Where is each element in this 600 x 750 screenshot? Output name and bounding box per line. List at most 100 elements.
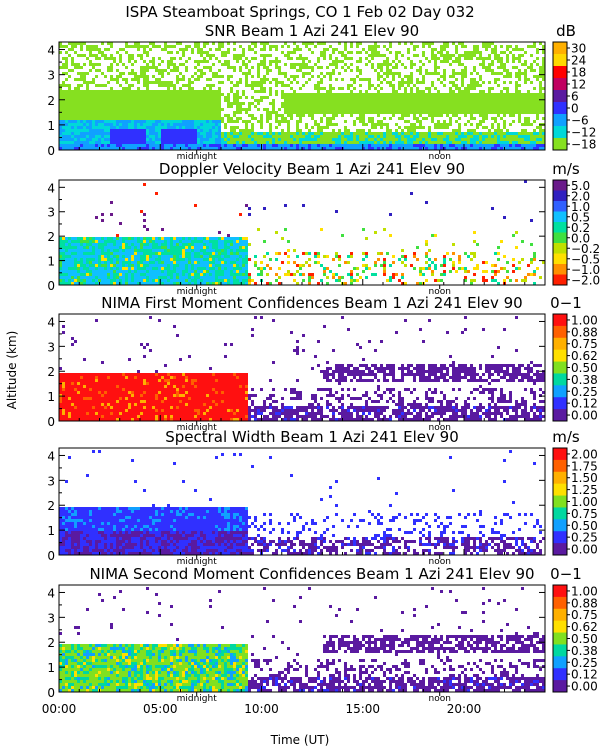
heatmap-cell [521, 108, 524, 111]
heatmap-cell [257, 63, 260, 66]
heatmap-cell [182, 261, 185, 264]
heatmap-cell [494, 117, 497, 120]
heatmap-cell [365, 57, 368, 60]
heatmap-cell [59, 273, 62, 276]
heatmap-cell [161, 81, 164, 84]
heatmap-cell [173, 108, 176, 111]
heatmap-cell [77, 264, 80, 267]
heatmap-cell [275, 78, 278, 81]
heatmap-cell [128, 87, 131, 90]
heatmap-cell [131, 78, 134, 81]
heatmap-cell [68, 90, 71, 93]
heatmap-cell [134, 102, 137, 105]
heatmap-cell [176, 258, 179, 261]
heatmap-cell [407, 129, 410, 132]
heatmap-cell [236, 267, 239, 270]
heatmap-cell [323, 126, 326, 129]
heatmap-cell [80, 42, 83, 45]
heatmap-cell [470, 123, 473, 126]
heatmap-cell [131, 282, 134, 285]
heatmap-cell [371, 132, 374, 135]
heatmap-cell [302, 114, 305, 117]
heatmap-cell [332, 102, 335, 105]
heatmap-cell [104, 48, 107, 51]
heatmap-cell [254, 147, 257, 150]
heatmap-cell [119, 60, 122, 63]
heatmap-cell [305, 93, 308, 96]
heatmap-cell [263, 57, 266, 60]
heatmap-cell [371, 51, 374, 54]
heatmap-cell [467, 147, 470, 150]
heatmap-cell [221, 141, 224, 144]
heatmap-cell [371, 84, 374, 87]
heatmap-cell [239, 141, 242, 144]
heatmap-cell [122, 138, 125, 141]
heatmap-cell [188, 282, 191, 285]
heatmap-cell [158, 273, 161, 276]
heatmap-cell [257, 120, 260, 123]
heatmap-cell [419, 66, 422, 69]
heatmap-cell [89, 141, 92, 144]
heatmap-cell [113, 249, 116, 252]
heatmap-cell [119, 102, 122, 105]
heatmap-cell [329, 105, 332, 108]
heatmap-cell [506, 102, 509, 105]
heatmap-cell [233, 69, 236, 72]
heatmap-cell [113, 270, 116, 273]
heatmap-cell [152, 147, 155, 150]
heatmap-cell [317, 93, 320, 96]
heatmap-cell [212, 267, 215, 270]
heatmap-cell [377, 99, 380, 102]
heatmap-cell [380, 63, 383, 66]
heatmap-cell [92, 117, 95, 120]
heatmap-cell [128, 123, 131, 126]
heatmap-cell [77, 249, 80, 252]
heatmap-cell [308, 138, 311, 141]
heatmap-cell [122, 99, 125, 102]
heatmap-cell [419, 138, 422, 141]
heatmap-cell [512, 93, 515, 96]
heatmap-cell [167, 63, 170, 66]
heatmap-cell [152, 81, 155, 84]
heatmap-cell [152, 279, 155, 282]
heatmap-cell [377, 78, 380, 81]
heatmap-cell [458, 42, 461, 45]
heatmap-cell [176, 270, 179, 273]
heatmap-cell [410, 138, 413, 141]
heatmap-cell [185, 114, 188, 117]
heatmap-cell [128, 108, 131, 111]
heatmap-cell [119, 249, 122, 252]
heatmap-cell [365, 78, 368, 81]
heatmap-cell [179, 111, 182, 114]
heatmap-cell [206, 147, 209, 150]
heatmap-cell [185, 144, 188, 147]
heatmap-cell [440, 54, 443, 57]
heatmap-cell [98, 240, 101, 243]
heatmap-cell [521, 132, 524, 135]
heatmap-cell [203, 237, 206, 240]
heatmap-cell [440, 51, 443, 54]
heatmap-cell [314, 63, 317, 66]
heatmap-cell [506, 105, 509, 108]
heatmap-cell [248, 273, 251, 276]
heatmap-cell [194, 243, 197, 246]
heatmap-cell [62, 249, 65, 252]
heatmap-cell [86, 243, 89, 246]
heatmap-cell [248, 48, 251, 51]
heatmap-cell [494, 45, 497, 48]
heatmap-cell [317, 87, 320, 90]
heatmap-cell [287, 132, 290, 135]
heatmap-cell [539, 84, 542, 87]
heatmap-cell [62, 126, 65, 129]
heatmap-cell [62, 129, 65, 132]
heatmap-cell [290, 114, 293, 117]
heatmap-cell [449, 132, 452, 135]
heatmap-cell [302, 60, 305, 63]
heatmap-cell [287, 126, 290, 129]
heatmap-cell [383, 123, 386, 126]
heatmap-cell [185, 276, 188, 279]
heatmap-cell [203, 45, 206, 48]
y-tick-label: 0 [47, 144, 55, 158]
heatmap-cell [134, 237, 137, 240]
heatmap-cell [539, 111, 542, 114]
